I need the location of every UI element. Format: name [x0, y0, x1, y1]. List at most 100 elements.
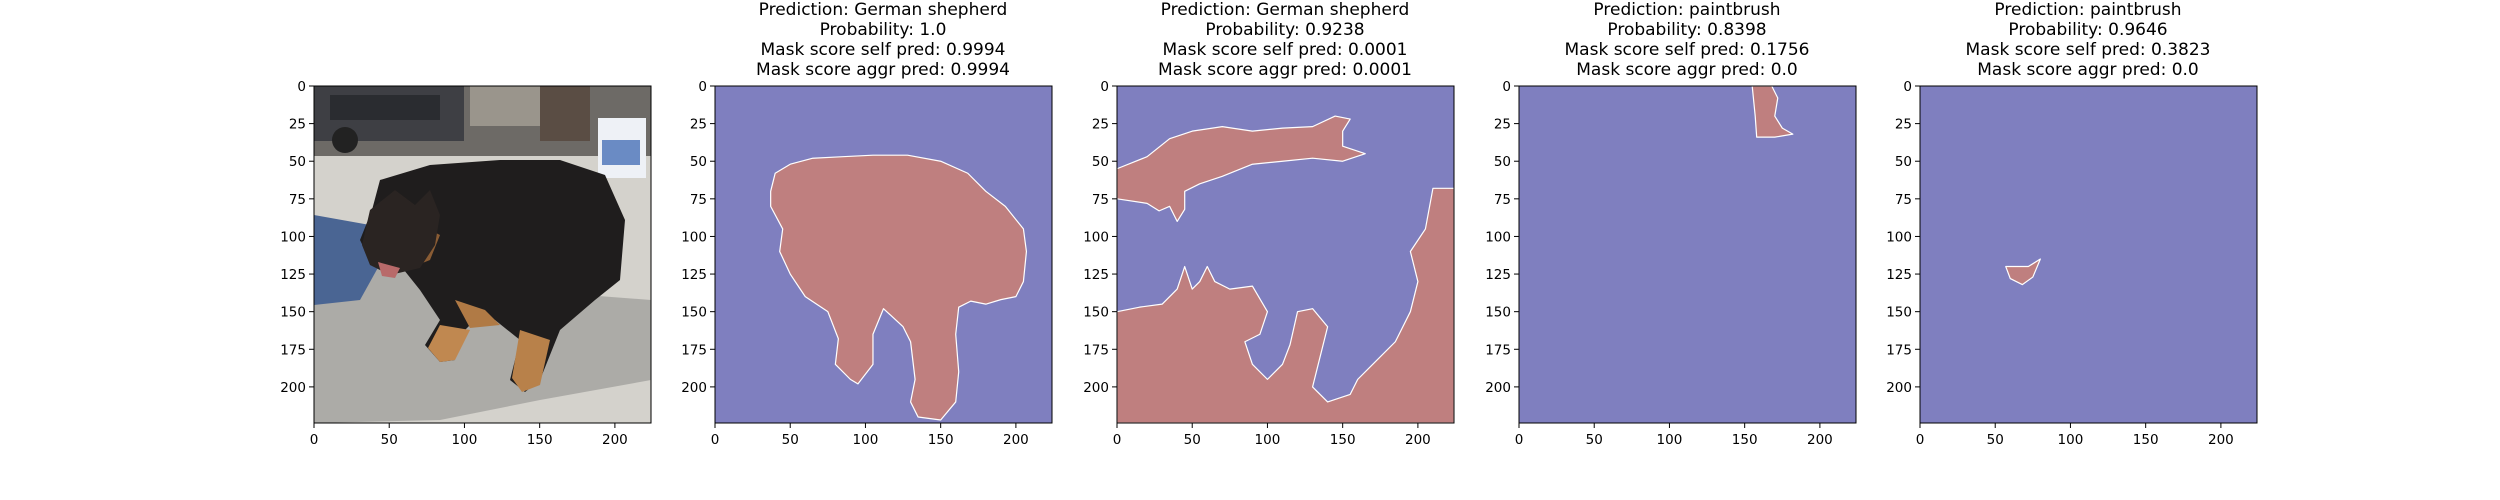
- title-line: Mask score aggr pred: 0.9994: [756, 60, 1010, 80]
- x-tick-label: 100: [1657, 432, 1683, 448]
- y-tick-label: 75: [289, 192, 306, 208]
- y-tick-label: 125: [1485, 267, 1511, 283]
- y-tick-label: 200: [1083, 380, 1109, 396]
- panel-1-title: Prediction: German shepherd Probability:…: [756, 0, 1010, 80]
- y-tick-label: 150: [1886, 305, 1912, 321]
- dog-photo: [314, 86, 651, 423]
- x-tick-label: 150: [2133, 432, 2159, 448]
- y-tick-label: 175: [1083, 342, 1109, 358]
- title-line: Probability: 0.9238: [1205, 20, 1364, 40]
- x-tick-label: 150: [527, 432, 553, 448]
- title-line: Mask score self pred: 0.3823: [1966, 40, 2211, 60]
- y-tick-label: 175: [681, 342, 707, 358]
- y-tick-label: 50: [690, 154, 707, 170]
- panel-4-title: Prediction: paintbrush Probability: 0.96…: [1966, 0, 2211, 80]
- title-line: Mask score self pred: 0.1756: [1565, 40, 1810, 60]
- title-line: Prediction: paintbrush: [1994, 0, 2181, 20]
- panel-3: Prediction: paintbrush Probability: 0.83…: [1485, 0, 1857, 448]
- x-tick-label: 0: [1916, 432, 1925, 448]
- mask-region: [1116, 187, 1455, 424]
- x-tick-label: 50: [1184, 432, 1201, 448]
- title-line: Prediction: German shepherd: [1161, 0, 1410, 20]
- y-tick-label: 50: [1895, 154, 1912, 170]
- x-tick-label: 50: [782, 432, 799, 448]
- panel-3-title: Prediction: paintbrush Probability: 0.83…: [1565, 0, 1810, 80]
- y-tick-label: 0: [1502, 79, 1511, 95]
- x-tick-label: 50: [1586, 432, 1603, 448]
- mask-background: [1519, 86, 1856, 423]
- y-tick-label: 175: [1485, 342, 1511, 358]
- title-line: Prediction: German shepherd: [759, 0, 1008, 20]
- y-tick-label: 0: [297, 79, 306, 95]
- y-tick-label: 25: [1092, 117, 1109, 133]
- panel-2: Prediction: German shepherd Probability:…: [1083, 0, 1455, 448]
- title-line: Prediction: paintbrush: [1593, 0, 1780, 20]
- title-line: Mask score self pred: 0.9994: [761, 40, 1006, 60]
- y-tick-label: 50: [1092, 154, 1109, 170]
- y-tick-label: 200: [280, 380, 306, 396]
- panel-2-title: Prediction: German shepherd Probability:…: [1158, 0, 1412, 80]
- x-tick-label: 100: [452, 432, 478, 448]
- x-tick-label: 100: [1255, 432, 1281, 448]
- y-tick-label: 150: [1485, 305, 1511, 321]
- x-tick-label: 200: [602, 432, 628, 448]
- mask-region: [1116, 115, 1366, 223]
- y-tick-label: 125: [1886, 267, 1912, 283]
- y-tick-label: 175: [280, 342, 306, 358]
- title-line: Mask score aggr pred: 0.0: [1576, 60, 1798, 80]
- title-line: Probability: 0.9646: [2008, 20, 2167, 40]
- x-tick-label: 0: [1113, 432, 1122, 448]
- y-tick-label: 125: [280, 267, 306, 283]
- mask-background: [1920, 86, 2257, 423]
- mask-region: [770, 154, 1028, 421]
- x-tick-label: 200: [1003, 432, 1029, 448]
- y-tick-label: 200: [681, 380, 707, 396]
- mask-region: [2005, 258, 2041, 286]
- panel-4: Prediction: paintbrush Probability: 0.96…: [1886, 0, 2258, 448]
- x-tick-label: 150: [1330, 432, 1356, 448]
- title-line: Mask score aggr pred: 0.0: [1977, 60, 2199, 80]
- y-tick-label: 175: [1886, 342, 1912, 358]
- y-tick-label: 0: [1100, 79, 1109, 95]
- y-tick-label: 25: [690, 117, 707, 133]
- y-tick-label: 150: [1083, 305, 1109, 321]
- y-tick-label: 0: [1903, 79, 1912, 95]
- y-tick-label: 75: [1895, 192, 1912, 208]
- y-tick-label: 25: [289, 117, 306, 133]
- title-line: Probability: 1.0: [820, 20, 947, 40]
- y-tick-label: 200: [1886, 380, 1912, 396]
- mask-region: [1751, 85, 1794, 138]
- y-tick-label: 0: [698, 79, 707, 95]
- x-tick-label: 200: [1807, 432, 1833, 448]
- x-tick-label: 200: [2208, 432, 2234, 448]
- x-tick-label: 0: [711, 432, 720, 448]
- title-line: Mask score self pred: 0.0001: [1163, 40, 1408, 60]
- y-tick-label: 200: [1485, 380, 1511, 396]
- y-tick-label: 125: [1083, 267, 1109, 283]
- x-tick-label: 50: [1987, 432, 2004, 448]
- y-tick-label: 150: [280, 305, 306, 321]
- y-tick-label: 100: [1485, 229, 1511, 245]
- panel-1: Prediction: German shepherd Probability:…: [681, 0, 1053, 448]
- y-tick-label: 100: [681, 229, 707, 245]
- x-tick-label: 0: [310, 432, 319, 448]
- y-tick-label: 75: [690, 192, 707, 208]
- y-tick-label: 100: [1886, 229, 1912, 245]
- y-tick-label: 25: [1895, 117, 1912, 133]
- title-line: Probability: 0.8398: [1607, 20, 1766, 40]
- y-tick-label: 150: [681, 305, 707, 321]
- x-tick-label: 100: [2058, 432, 2084, 448]
- x-tick-label: 0: [1515, 432, 1524, 448]
- title-line: Mask score aggr pred: 0.0001: [1158, 60, 1412, 80]
- y-tick-label: 100: [280, 229, 306, 245]
- y-tick-label: 125: [681, 267, 707, 283]
- y-tick-label: 50: [1494, 154, 1511, 170]
- panel-0: 0 50 100 150 200 0 25 50 75 100 125 150 175 200: [280, 79, 652, 448]
- y-tick-label: 75: [1494, 192, 1511, 208]
- x-tick-label: 100: [853, 432, 879, 448]
- x-tick-label: 50: [381, 432, 398, 448]
- y-tick-label: 100: [1083, 229, 1109, 245]
- x-tick-label: 150: [1732, 432, 1758, 448]
- x-tick-label: 150: [928, 432, 954, 448]
